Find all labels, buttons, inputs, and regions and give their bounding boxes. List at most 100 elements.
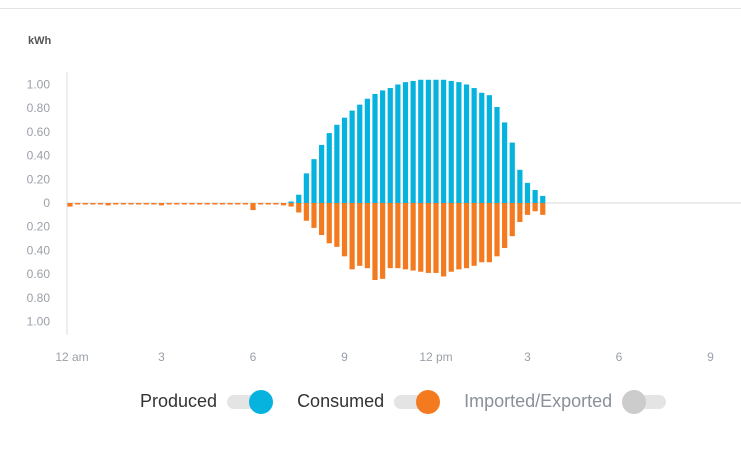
consumed-bar <box>166 203 172 205</box>
consumed-bar <box>456 203 462 270</box>
produced-bar <box>433 79 439 203</box>
produced-bar <box>524 182 531 203</box>
consumed-bar <box>402 203 409 270</box>
produced-bar <box>334 124 340 203</box>
consumed-bar <box>212 203 218 205</box>
consumed-bar <box>372 203 378 281</box>
y-tick-label: 1.00 <box>27 78 51 92</box>
consumed-bar <box>250 203 256 211</box>
y-tick-label: 0.60 <box>27 125 51 139</box>
produced-bar <box>357 104 363 203</box>
consumed-bar <box>509 203 515 237</box>
x-tick-label: 3 <box>158 350 165 364</box>
consumed-bar <box>235 203 241 205</box>
consumed-bar <box>105 203 111 206</box>
toggle-switch[interactable] <box>394 390 441 414</box>
toggle-switch[interactable] <box>622 390 668 414</box>
y-tick-label: 0.40 <box>27 243 51 257</box>
consumed-bar <box>158 203 165 206</box>
consumed-bar <box>75 203 81 205</box>
legend: Produced Consumed Imported/Exported <box>140 390 692 414</box>
produced-bar <box>303 173 309 203</box>
produced-bar <box>349 110 355 203</box>
produced-bar <box>288 201 294 203</box>
x-tick-label: 6 <box>616 350 623 364</box>
consumed-bar <box>197 203 203 205</box>
produced-bar <box>326 133 332 203</box>
y-tick-label: 1.00 <box>27 315 51 329</box>
x-tick-label: 3 <box>524 350 531 364</box>
produced-bar <box>425 79 431 203</box>
y-tick-label: 0.60 <box>27 267 51 281</box>
consumed-bar <box>334 203 340 247</box>
consumed-bar <box>120 203 126 205</box>
legend-produced-toggle[interactable]: Produced <box>140 390 274 414</box>
consumed-bar <box>113 203 119 205</box>
consumed-bar <box>410 203 416 271</box>
consumed-bar <box>181 203 187 205</box>
consumed-bar <box>280 203 287 206</box>
produced-bar <box>486 95 492 203</box>
legend-imported-exported-toggle[interactable]: Imported/Exported <box>464 390 668 414</box>
produced-bar <box>479 92 485 203</box>
top-divider <box>0 8 741 9</box>
consumed-bar <box>82 203 88 205</box>
consumed-bar <box>418 203 424 272</box>
produced-bar <box>502 122 508 203</box>
produced-bar <box>311 159 317 203</box>
consumed-bar <box>517 203 523 222</box>
produced-bar <box>395 84 401 203</box>
consumed-bar <box>319 203 325 235</box>
consumed-bar <box>219 203 226 205</box>
consumed-bar <box>364 203 370 269</box>
produced-bar <box>387 88 393 203</box>
consumed-bar <box>273 203 279 205</box>
consumed-bar <box>524 203 531 215</box>
y-tick-label: 0 <box>43 196 50 210</box>
y-tick-label: 0.20 <box>27 172 51 186</box>
produced-bar <box>532 189 538 203</box>
consumed-bar <box>425 203 431 273</box>
consumed-bar <box>227 203 233 205</box>
x-tick-label: 9 <box>341 350 348 364</box>
produced-bar <box>517 169 523 203</box>
consumed-bar <box>441 203 447 277</box>
consumed-bar <box>143 203 149 205</box>
consumed-bar <box>90 203 96 205</box>
x-tick-label: 12 am <box>55 350 88 364</box>
produced-bar <box>494 107 500 203</box>
legend-consumed-toggle[interactable]: Consumed <box>297 390 441 414</box>
consumed-bar <box>448 203 454 272</box>
consumed-bar <box>471 203 477 266</box>
consumed-bar <box>486 203 492 263</box>
toggle-switch[interactable] <box>227 390 274 414</box>
consumed-bar <box>67 203 73 207</box>
y-tick-label: 0.80 <box>27 291 51 305</box>
consumed-bar <box>258 203 264 205</box>
x-tick-label: 9 <box>707 350 714 364</box>
consumed-bar <box>174 203 180 205</box>
consumed-bar <box>380 203 386 279</box>
produced-bar <box>380 90 386 203</box>
consumed-bar <box>349 203 355 270</box>
produced-bar <box>319 144 325 203</box>
consumed-bar <box>463 203 470 269</box>
x-tick-label: 6 <box>250 350 257 364</box>
legend-label: Consumed <box>297 390 385 411</box>
consumed-bar <box>502 203 508 249</box>
y-axis-unit-label: kWh <box>28 35 52 47</box>
consumed-bar <box>532 203 538 212</box>
produced-bar <box>540 195 546 203</box>
consumed-bar <box>288 203 294 207</box>
produced-bar <box>463 84 470 203</box>
consumed-bar <box>357 203 363 266</box>
consumed-bar <box>311 203 317 228</box>
y-tick-label: 0.20 <box>27 220 51 234</box>
consumed-bar <box>97 203 104 205</box>
produced-bar <box>410 80 416 203</box>
consumed-bar <box>395 203 401 269</box>
legend-label: Produced <box>140 390 218 411</box>
produced-bar <box>296 194 302 203</box>
produced-bar <box>341 117 348 203</box>
y-tick-label: 0.80 <box>27 101 51 115</box>
